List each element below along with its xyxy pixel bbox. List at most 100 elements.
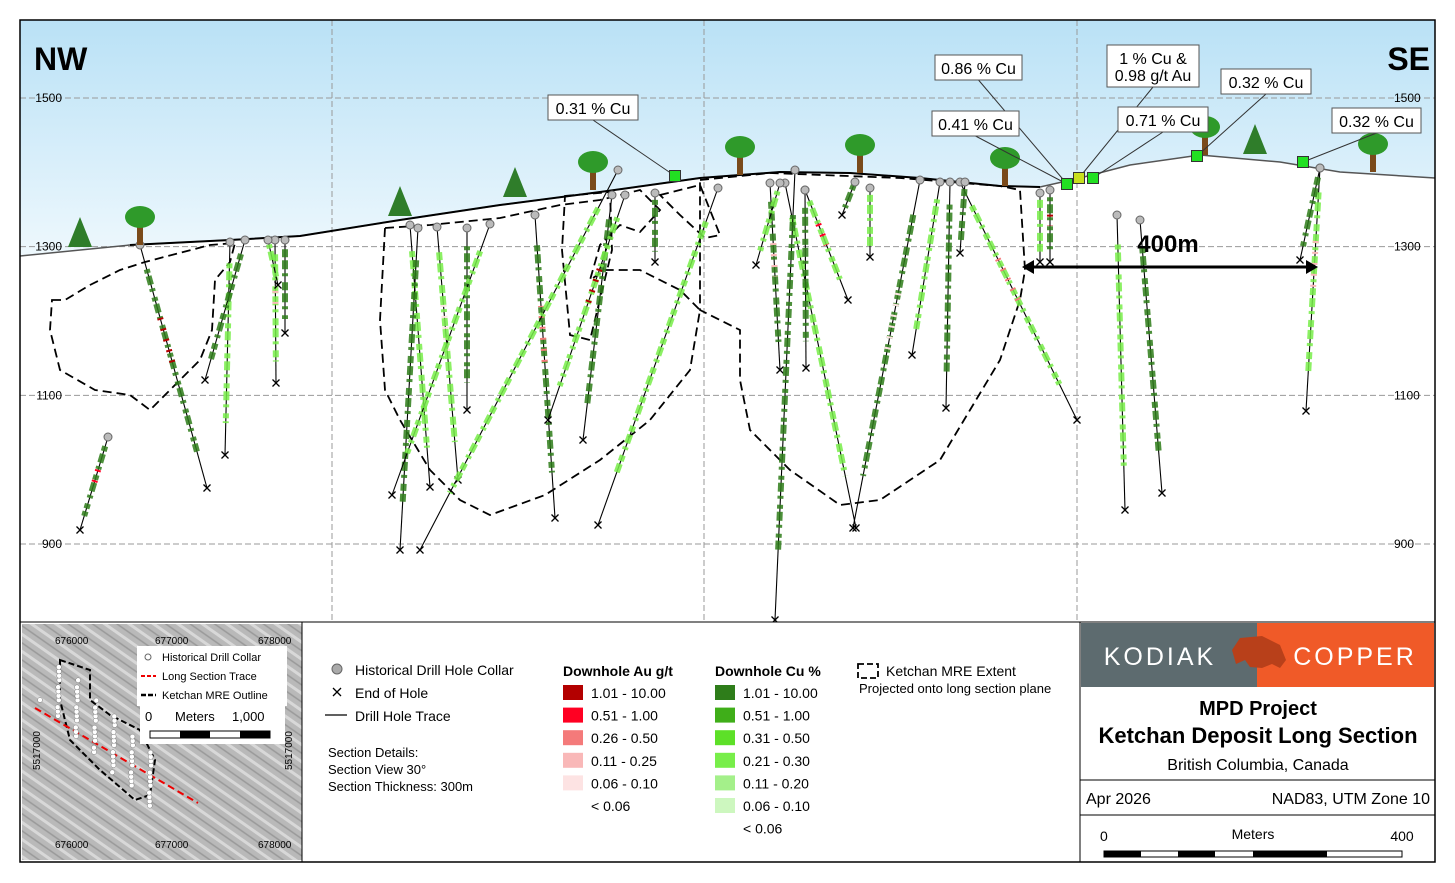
legend-label: 0.11 - 0.20	[743, 775, 809, 791]
cu-interval	[913, 198, 941, 330]
inset-collar	[109, 769, 116, 776]
tree-conifer	[503, 167, 527, 197]
annotation-text: 0.31 % Cu	[556, 101, 631, 118]
leader-line	[1302, 132, 1377, 163]
inset-collar	[75, 677, 81, 683]
inset-coord: 676000	[55, 840, 89, 851]
legend-label: Historical Drill Hole Collar	[355, 662, 514, 678]
inset-collar	[56, 664, 62, 670]
legend-label: 1.01 - 10.00	[591, 685, 666, 701]
inset-coord: 5517000	[32, 731, 43, 770]
drill-collar	[613, 165, 623, 175]
end-of-hole	[956, 249, 964, 257]
drill-collar	[462, 223, 472, 233]
drill-collar	[915, 175, 925, 185]
map-title: Ketchan Deposit Long Section	[1098, 723, 1417, 748]
inset-coord: 677000	[155, 636, 189, 647]
inset-collar	[73, 704, 80, 711]
annotation-box	[1106, 44, 1200, 88]
elevation-label: 1100	[1394, 388, 1420, 402]
inset-section-trace	[34, 707, 199, 804]
section-details: Section Details:	[328, 745, 418, 760]
cu-interval	[1305, 192, 1322, 375]
annotation-text: 0.86 % Cu	[941, 61, 1016, 78]
legend-swatch	[563, 685, 583, 700]
end-of-hole	[1296, 256, 1304, 264]
drill-collar	[960, 177, 970, 187]
tree-crown	[725, 136, 755, 158]
inset-collar	[128, 769, 134, 776]
end-of-hole	[463, 406, 471, 414]
inset-collar	[147, 749, 154, 756]
end-of-hole	[221, 451, 229, 459]
intercept-marker	[1087, 172, 1099, 184]
annotation-text: 1 % Cu &	[1119, 51, 1187, 68]
drill-trace	[852, 179, 921, 529]
section-details: Section View 30°	[328, 762, 426, 777]
inset-scale-label: 0	[145, 709, 152, 724]
annotation-box	[931, 110, 1020, 137]
drill-holes	[76, 163, 1325, 624]
annotation-box	[547, 94, 639, 121]
inset-collar	[73, 724, 79, 731]
legend-swatch	[715, 730, 735, 746]
legend-label: 0.51 - 1.00	[591, 708, 658, 724]
drill-collar	[865, 183, 875, 193]
scale-bar	[1178, 851, 1215, 857]
trees	[68, 116, 1388, 247]
leader-line	[1092, 131, 1164, 179]
inset-collar	[110, 729, 117, 735]
drill-collar	[485, 219, 495, 229]
end-of-hole	[1302, 407, 1310, 415]
cu-interval	[1114, 244, 1127, 466]
inset-collar	[91, 744, 97, 751]
grid: 1500 1500 1300 1300 1100 1100 900 900	[20, 20, 1435, 622]
cu-interval	[436, 252, 458, 443]
legend-swatch	[715, 798, 735, 813]
end-of-hole	[866, 253, 874, 261]
tree-crown	[990, 147, 1020, 169]
inset-coord: 678000	[258, 636, 292, 647]
legend-swatch	[715, 707, 735, 723]
cu-interval	[806, 199, 845, 285]
inset-scale-bar	[240, 731, 270, 738]
tree-trunk	[1002, 164, 1008, 186]
cu-interval	[841, 184, 857, 212]
drill-collar	[800, 185, 810, 195]
end-of-hole	[908, 351, 916, 359]
end-of-hole	[416, 546, 424, 554]
legend-label: 0.21 - 0.30	[743, 753, 810, 769]
annotation-text: 0.71 % Cu	[1126, 113, 1201, 130]
annotation-box	[1331, 107, 1422, 134]
elevation-label: 1300	[35, 240, 62, 254]
inset-map: Historical Drill Collar Long Section Tra…	[22, 624, 302, 860]
end-of-hole	[201, 376, 209, 384]
inset-collar	[93, 697, 100, 704]
legend-label: < 0.06	[743, 821, 783, 837]
cu-interval	[775, 214, 796, 553]
end-of-hole	[281, 329, 289, 337]
end-of-hole	[396, 546, 404, 554]
inset-collar	[110, 749, 116, 755]
leader-line	[1078, 86, 1154, 179]
cu-interval	[957, 188, 968, 243]
leader-line	[592, 119, 676, 177]
cu-interval	[1300, 176, 1321, 247]
scale-label: 0	[1100, 828, 1108, 844]
legend-label: < 0.06	[591, 798, 631, 814]
tree-conifer	[68, 217, 92, 247]
datum: NAD83, UTM Zone 10	[1272, 791, 1430, 808]
tree-trunk	[137, 223, 143, 245]
end-of-hole	[844, 296, 852, 304]
inset-collar	[128, 749, 135, 756]
end-of-hole	[1046, 258, 1054, 266]
elevation-label: 1500	[35, 91, 62, 105]
scale-label: Meters	[1232, 826, 1275, 842]
au-interval	[440, 302, 451, 354]
tree-trunk	[737, 153, 743, 175]
cu-interval	[860, 214, 917, 477]
inset-scale-label: 1,000	[232, 709, 265, 724]
inset-collar	[146, 789, 152, 796]
leader-line	[978, 79, 1068, 185]
tree-crown	[1358, 133, 1388, 155]
